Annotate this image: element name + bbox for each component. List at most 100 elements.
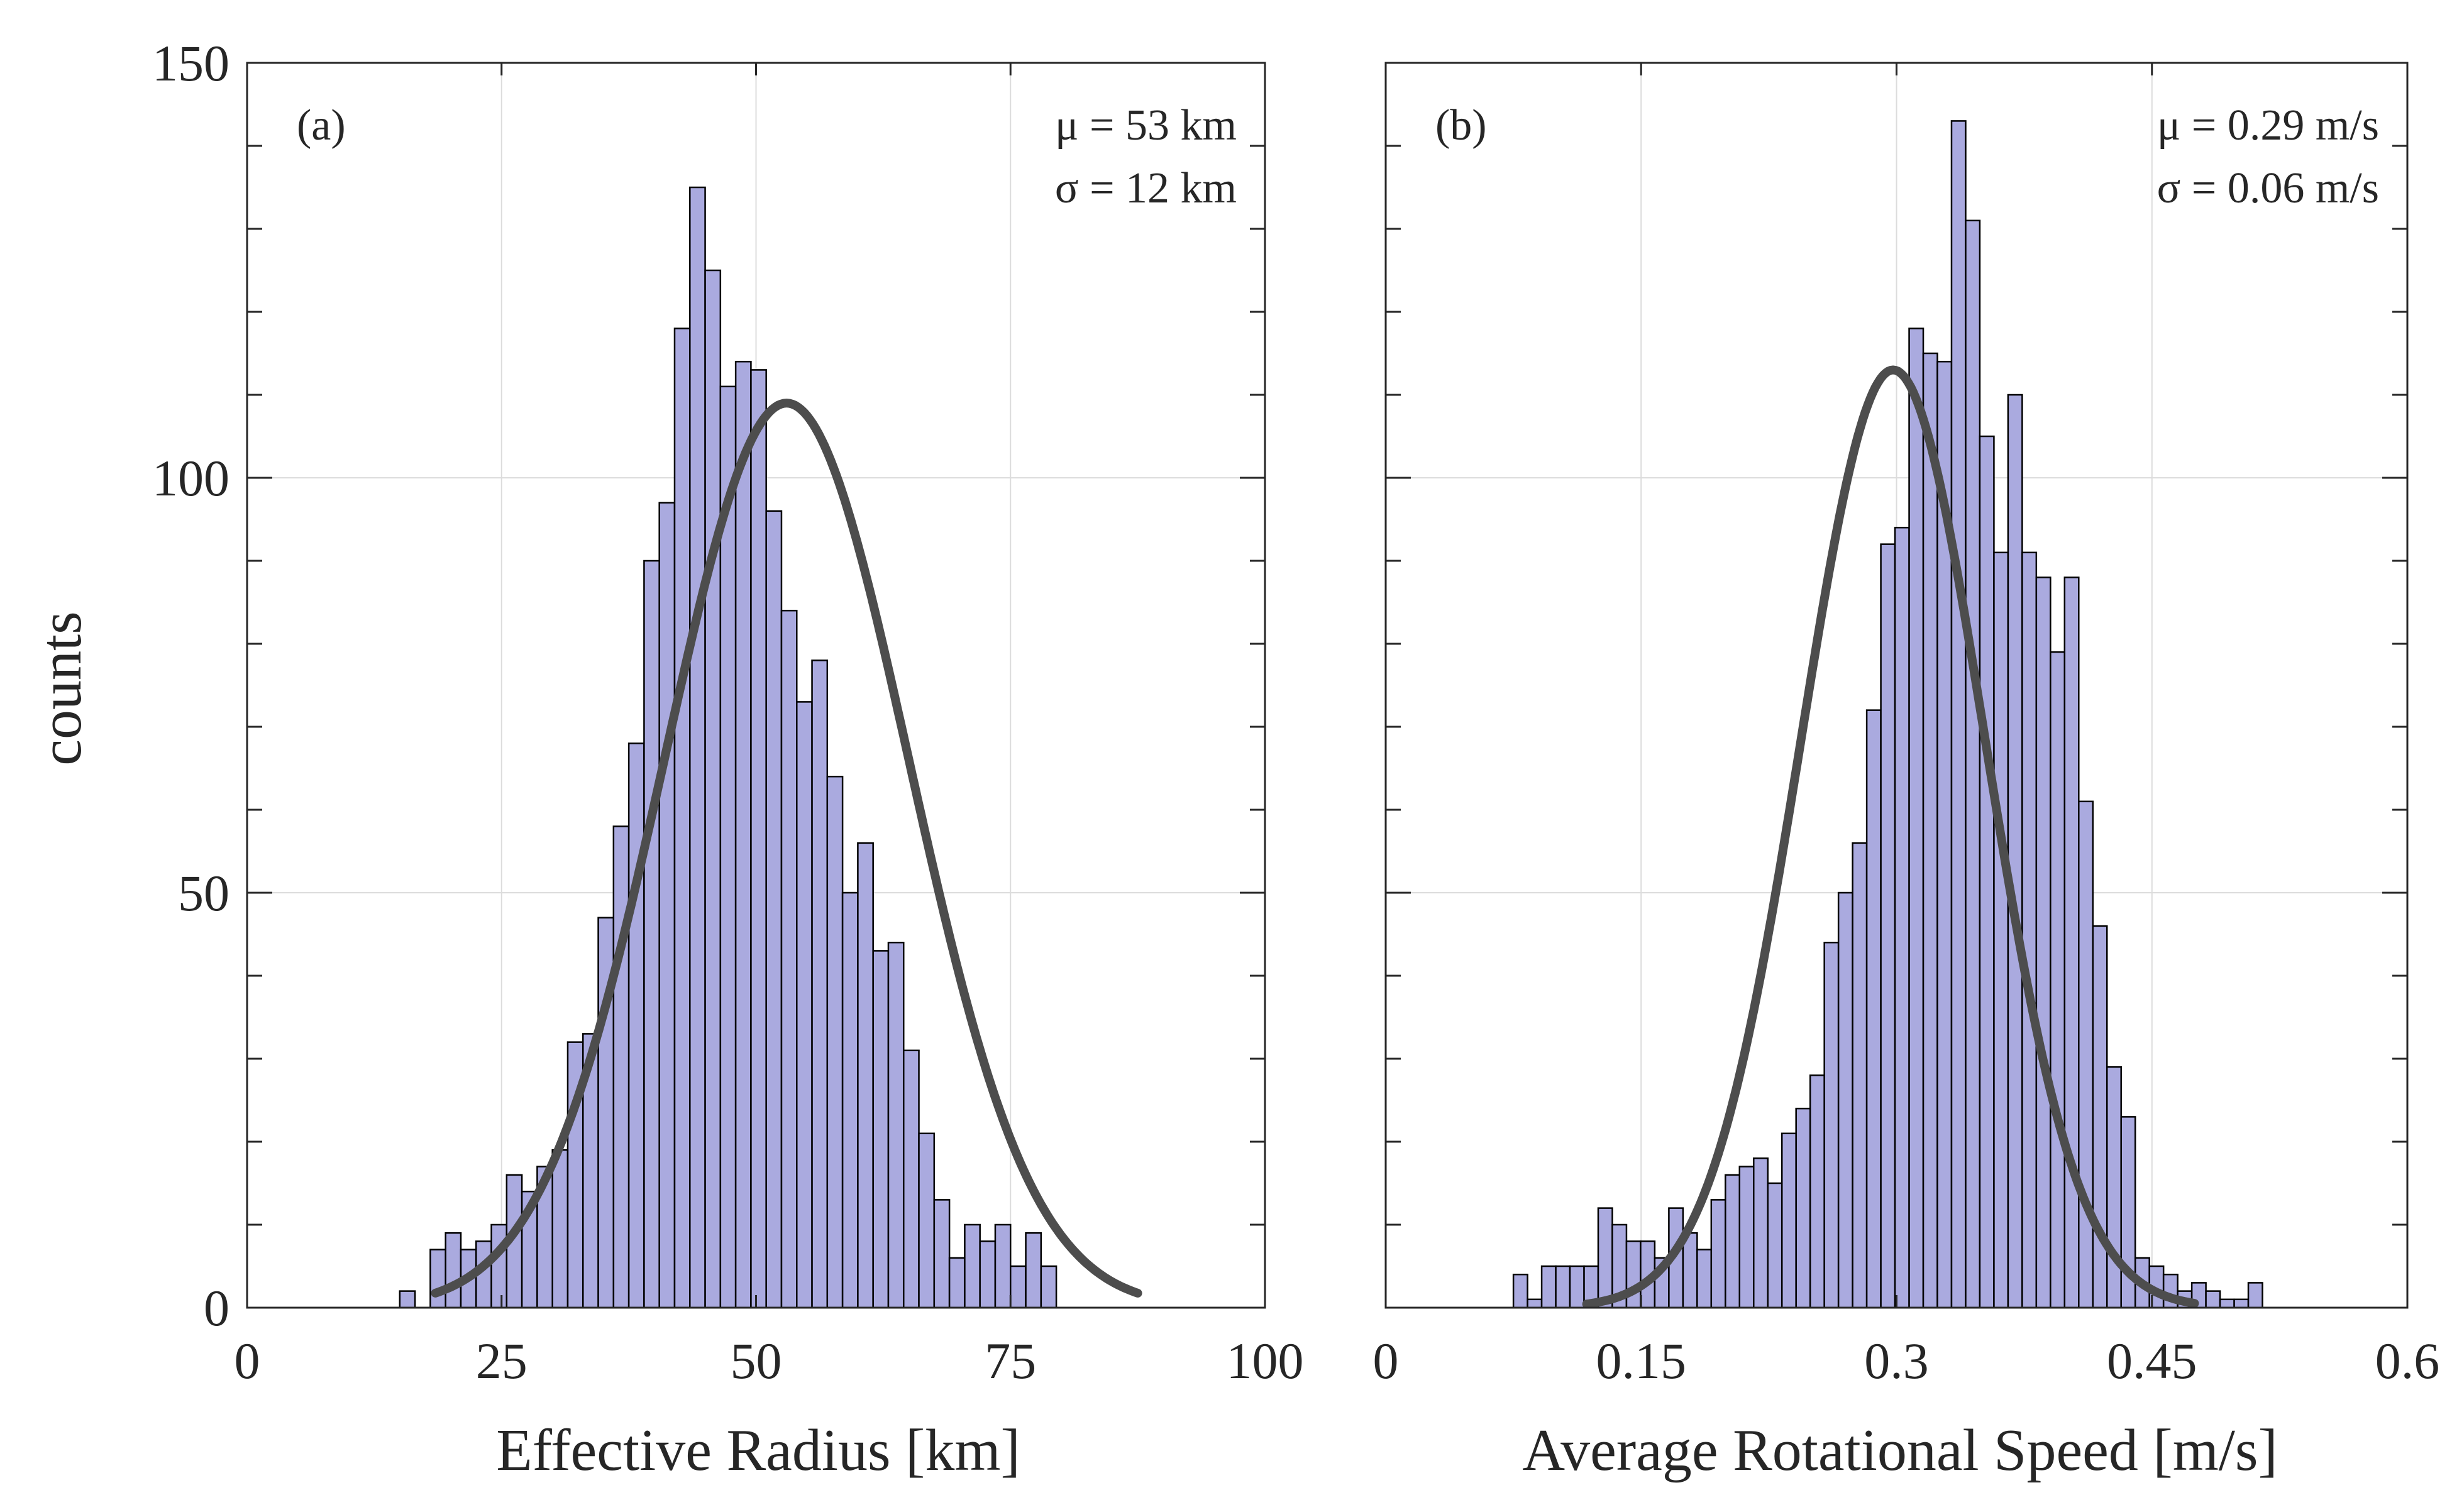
panel-a-x-tick-label: 0 [235,1332,260,1389]
panel-a-y-tick-label: 150 [152,35,229,92]
panel-b-histogram-bar [1540,1265,1557,1309]
panel-b-histogram-bar [1880,543,1896,1309]
panel-b-x-tick-label: 0.3 [1864,1332,1929,1389]
panel-b-histogram-bar [1725,1174,1741,1309]
panel-a-histogram-bar [551,1149,569,1309]
panel-b-histogram-bar [1908,328,1925,1309]
panel-b-histogram-bar [1965,219,1981,1309]
panel-a-histogram-bar [857,842,874,1309]
panel-b-histogram-bar [1767,1182,1783,1309]
panel-a-histogram-bar [445,1232,462,1309]
panel-a-y-tick-label: 100 [152,450,229,507]
panel-b-histogram-bar [1809,1074,1825,1309]
panel-a-y-tick-label: 0 [204,1279,229,1337]
panel-b-mean-stat: μ = 0.29 m/s [2157,101,2379,150]
panel-a-x-tick-label: 25 [476,1332,527,1389]
panel-b-histogram-bar [1894,526,1910,1309]
panel-b-histogram-bar [1852,842,1868,1309]
panel-b-histogram-bar [1696,1249,1713,1309]
panel-b-x-tick-label: 0 [1373,1332,1399,1389]
panel-a-histogram-bar [627,742,645,1309]
panel-a-histogram-bar [490,1223,508,1309]
panel-b-x-tick-label: 0.45 [2107,1332,2197,1389]
panel-a-histogram-bar [734,360,752,1309]
panel-b-sd-stat: σ = 0.06 m/s [2157,164,2379,212]
panel-b-gaussian-fit-line [1582,365,2199,1309]
panel-a-histogram-bar [841,891,859,1309]
panel-a-histogram-bar [918,1132,936,1309]
panel-b-x-axis-label: Average Rotational Speed [m/s] [1522,1418,2278,1483]
panel-a-x-tick-label: 50 [731,1332,782,1389]
panel-a-histogram-bar [399,1290,416,1309]
panel-a-histogram-bar [1025,1232,1042,1309]
panel-a-histogram-bar [658,502,676,1309]
panel-b-histogram-bar [1993,551,2009,1309]
panel-b-histogram-bar [2247,1282,2263,1309]
panel-b-histogram-bar [2063,577,2080,1309]
panel-b-histogram-bar [1753,1157,1769,1309]
panel-a-gaussian-fit-line [431,399,1142,1298]
panel-a-histogram-bar [994,1223,1012,1309]
panel-b-histogram-bar [1625,1240,1642,1309]
panel-a-histogram-bar [1040,1265,1058,1309]
panel-b-histogram-bar [2219,1298,2235,1309]
panel-b-histogram-bar [2021,551,2038,1309]
panel-a-histogram-bar [750,369,767,1309]
panel-b-histogram-bar [1922,352,1938,1309]
panel-a-histogram-bar [643,560,660,1309]
panel-a-histogram-bar [704,269,722,1309]
panel-b-histogram-bar [1865,709,1882,1309]
panel-a-histogram-bar [505,1174,523,1309]
panel-a-x-tick-label: 75 [985,1332,1036,1389]
panel-a-histogram-bar [887,941,905,1309]
panel-a-histogram-bar [872,950,890,1309]
panel-a-histogram-bar [903,1049,920,1309]
panel-b-histogram-bar [2007,394,2023,1309]
panel-b-histogram-bar [1682,1232,1698,1309]
panel-a-mean-stat: μ = 53 km [1055,101,1237,150]
panel-b-histogram-bar [1555,1265,1571,1309]
panel-a-histogram-bar [780,609,798,1309]
panel-b-histogram-bar [1781,1132,1797,1309]
panel-b-histogram-bar [1710,1199,1726,1309]
panel-b-histogram-bar [1950,120,1967,1309]
panel-b-histogram-bar [2078,800,2094,1309]
panel-a-histogram-bar [765,510,783,1309]
panel-a-histogram-bar [673,328,691,1309]
panel-a-histogram-bar [612,825,630,1309]
panel-b-histogram-bar [2050,651,2066,1309]
panel-a-histogram-bar [933,1199,951,1309]
y-axis-label: counts [28,611,94,765]
panel-b-histogram-bar [1527,1298,1543,1309]
panel-b-histogram-bar [1979,435,1995,1309]
panel-b-histogram-bar [1795,1107,1811,1309]
panel-a-histogram-bar [796,701,813,1309]
panel-b-x-tick-label: 0.15 [1596,1332,1687,1389]
panel-a-histogram-bar [826,775,844,1309]
panel-a-histogram-bar [536,1166,553,1309]
panel-a-histogram-bar [811,659,829,1309]
panel-a-tag: (a) [297,101,346,150]
panel-b-tag: (b) [1435,101,1487,150]
panel-b-histogram-bar [1569,1265,1585,1309]
panel-b-histogram-bar [2092,925,2108,1309]
panel-a-histogram-bar [689,186,706,1309]
panel-a-histogram-bar [948,1257,966,1309]
panel-a-x-axis-label: Effective Radius [km] [496,1418,1020,1483]
panel-a-sd-stat: σ = 12 km [1055,164,1237,212]
panel-b-histogram-bar [2106,1066,2122,1309]
panel-a-histogram-bar [964,1223,981,1309]
panel-b-histogram-bar [2205,1290,2221,1309]
panel-b-histogram-bar [2233,1298,2250,1309]
panel-a-histogram-bar [429,1249,446,1309]
panel-b-histogram-bar [1837,891,1853,1309]
panel-a-x-tick-label: 100 [1227,1332,1304,1389]
panel-b-x-tick-label: 0.6 [2375,1332,2440,1389]
panel-a-histogram-bar [979,1240,997,1309]
panel-a: 0 25 50 75 100 0 50 100 150 (a) μ = 53 km σ = 12… [152,35,1304,1483]
panel-a-y-tick-label: 50 [178,864,229,922]
panel-b-histogram-bar [1738,1166,1755,1309]
panel-b-histogram-bar [1597,1207,1613,1309]
